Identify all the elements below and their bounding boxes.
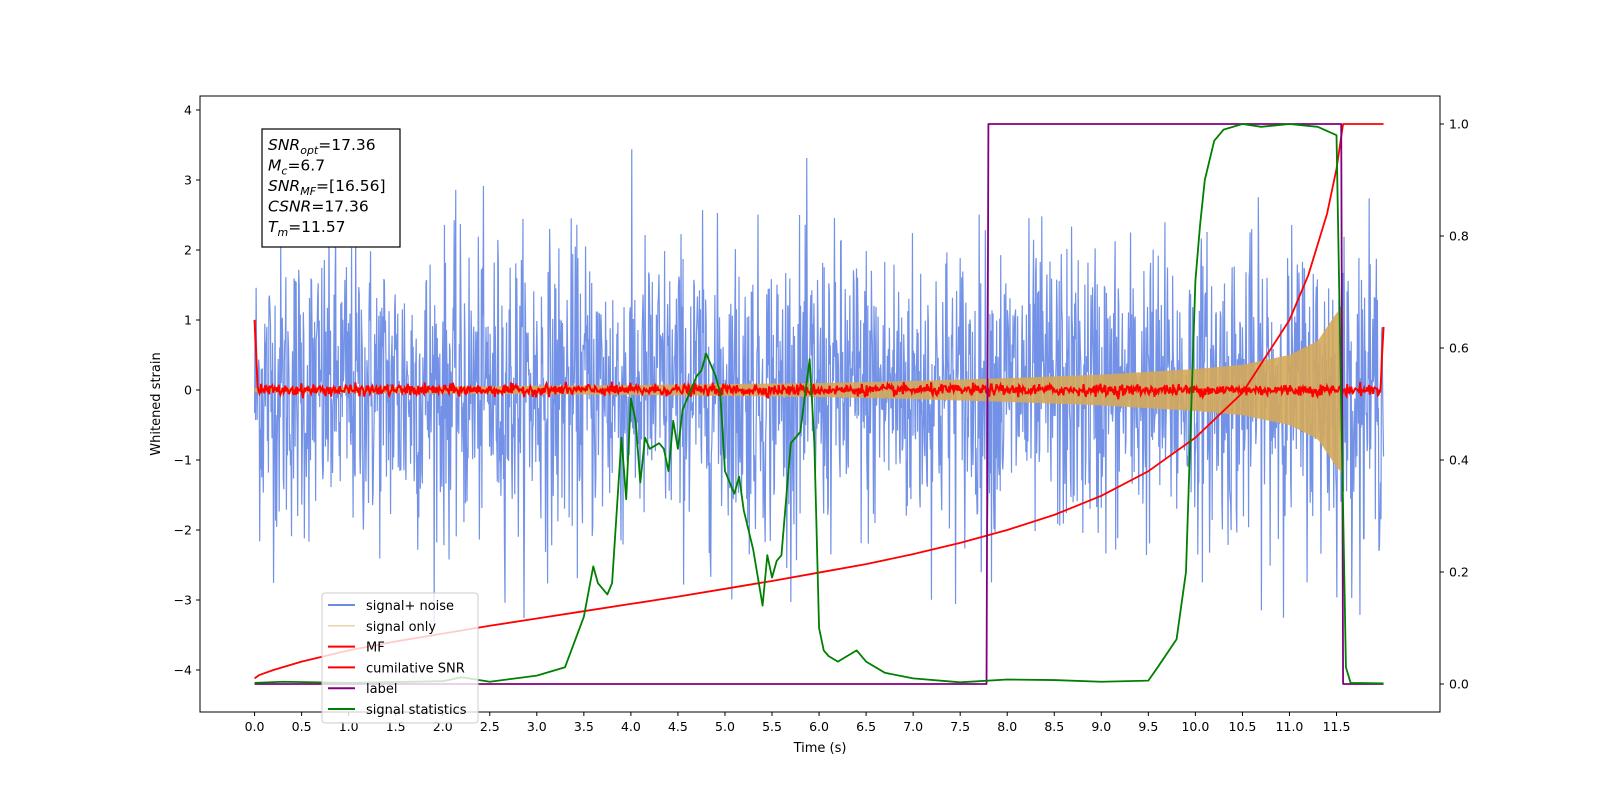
x-tick-label: 5.5 [762,719,782,734]
y2-tick-label: 0.6 [1449,341,1469,356]
x-tick-label: 2.5 [480,719,500,734]
x-tick-label: 4.0 [621,719,641,734]
series-signal-statistics [254,123,1384,685]
legend: signal+ noise signal only MF cumilative SNR… [321,592,479,724]
info-box: SNRopt=17.36Mc=6.7SNRMF=[16.56]CSNR=17.3… [261,128,401,248]
legend-label: cumilative SNR [366,661,465,676]
series-mf [253,319,1385,401]
x-tick-label: 7.5 [950,719,970,734]
x-tick-label: 0.5 [292,719,312,734]
y-tick-label: 3 [184,173,192,188]
legend-frame [321,592,479,724]
info-box-frame [261,128,401,248]
y2-tick-label: 0.2 [1449,565,1469,580]
series-label [254,123,1384,685]
x-tick-label: 0.0 [245,719,265,734]
x-tick-label: 8.5 [1044,719,1064,734]
y-tick-label: −2 [174,523,192,538]
x-tick-label: 6.5 [856,719,876,734]
x-tick-label: 9.0 [1091,719,1111,734]
info-line: SNRopt=17.36 [268,136,376,157]
x-tick-label: 11.0 [1276,719,1304,734]
x-tick-label: 9.5 [1138,719,1158,734]
y-tick-label: 2 [184,243,192,258]
legend-label: MF [366,641,385,656]
info-line: Mc=6.7 [268,157,325,178]
y-tick-label: −1 [174,453,192,468]
legend-label: signal only [366,620,436,635]
x-tick-label: 3.5 [574,719,594,734]
y2-tick-label: 0.8 [1449,229,1469,244]
series-signal-noise [253,149,1385,622]
x-tick-label: 6.0 [809,719,829,734]
info-line: SNRMF=[16.56] [268,177,386,198]
legend-label: signal statistics [366,703,467,718]
x-tick-label: 11.5 [1323,719,1351,734]
x-tick-label: 10.5 [1229,719,1257,734]
y-tick-label: 0 [184,383,192,398]
legend-label: signal+ noise [366,599,454,614]
y-tick-label: 4 [184,103,192,118]
info-line: CSNR=17.36 [268,198,369,216]
y2-tick-label: 0.0 [1449,677,1469,692]
y-tick-label: −4 [174,663,192,678]
x-tick-label: 5.0 [715,719,735,734]
x-tick-label: 3.0 [527,719,547,734]
legend-label: label [366,682,397,697]
x-tick-label: 10.0 [1181,719,1209,734]
info-line: Tm=11.57 [268,218,346,239]
plot-frame [199,95,1441,713]
y-tick-label: −3 [174,593,192,608]
x-tick-label: 4.5 [668,719,688,734]
x-axis-label: Time (s) [793,741,847,756]
y2-tick-label: 1.0 [1449,117,1469,132]
y2-tick-label: 0.4 [1449,453,1469,468]
x-tick-label: 8.0 [997,719,1017,734]
y-axis-label: Whitened strain [149,352,164,455]
y-tick-label: 1 [184,313,192,328]
x-tick-label: 7.0 [903,719,923,734]
